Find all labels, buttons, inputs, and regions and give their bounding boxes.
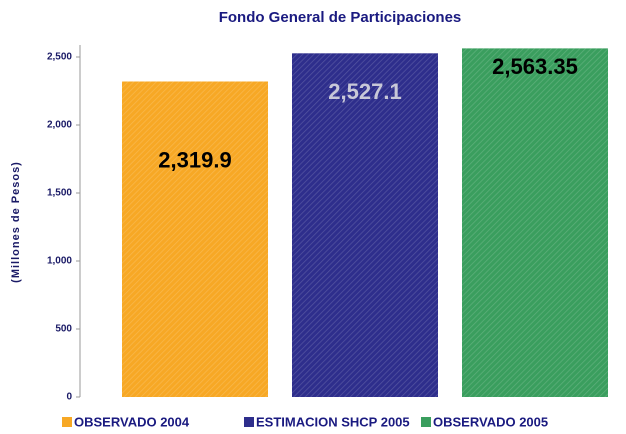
- chart-title: Fondo General de Participaciones: [219, 9, 462, 26]
- bar-texture: [462, 48, 608, 397]
- value-label: 2,527.1: [328, 79, 401, 104]
- legend-swatch: [421, 417, 431, 427]
- y-tick-label: 500: [55, 324, 72, 335]
- y-tick-label: 1,000: [47, 256, 72, 267]
- legend-swatch: [62, 417, 72, 427]
- bar-texture: [292, 53, 438, 398]
- legend-label: ESTIMACION SHCP 2005: [256, 414, 410, 429]
- bar-texture: [122, 81, 268, 398]
- y-axis-label: (Millones de Pesos): [10, 161, 22, 283]
- legend-label: OBSERVADO 2004: [74, 414, 190, 429]
- y-tick-label: 2,000: [47, 120, 72, 131]
- value-label: 2,319.9: [158, 147, 231, 172]
- y-tick-label: 1,500: [47, 188, 72, 199]
- legend-label: OBSERVADO 2005: [433, 414, 548, 429]
- y-tick-label: 0: [66, 392, 72, 403]
- y-tick-label: 2,500: [47, 52, 72, 63]
- value-label: 2,563.35: [492, 54, 578, 79]
- legend-swatch: [244, 417, 254, 427]
